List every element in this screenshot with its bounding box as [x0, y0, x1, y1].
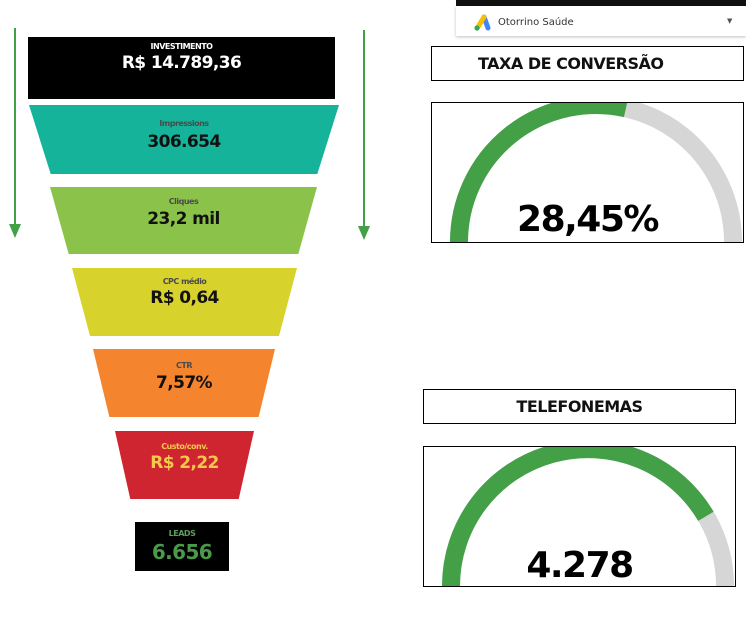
clicks-value: 23,2 mil	[147, 209, 220, 229]
conversion-rate-title: TAXA DE CONVERSÃO	[478, 54, 664, 73]
clicks-label: Cliques	[168, 197, 199, 206]
funnel-stage-clicks: Cliques 23,2 mil	[50, 187, 317, 254]
down-arrow-right-icon	[358, 30, 370, 240]
cpc-label: CPC médio	[162, 277, 207, 286]
conversion-rate-value: 28,45%	[517, 199, 659, 240]
ctr-label: CTR	[176, 361, 193, 370]
conversion-rate-gauge-chart	[450, 103, 742, 242]
impressions-value: 306.654	[147, 132, 221, 152]
phone-calls-value: 4.278	[526, 545, 634, 586]
down-arrow-left-icon	[9, 28, 21, 238]
cpc-value: R$ 0,64	[150, 288, 219, 308]
cost-per-conversion-label: Custo/conv.	[161, 442, 208, 451]
phone-calls-gauge-fill	[442, 447, 714, 586]
conversion-rate-title-box: TAXA DE CONVERSÃO	[431, 46, 744, 81]
funnel-stage-cost-per-conversion: Custo/conv. R$ 2,22	[115, 431, 254, 499]
funnel-stage-leads: LEADS 6.656	[135, 522, 229, 571]
cost-per-conversion-value: R$ 2,22	[150, 453, 219, 473]
funnel-stage-ctr: CTR 7,57%	[93, 349, 275, 417]
conversion-rate-gauge: 28,45%	[431, 102, 744, 243]
phone-calls-title: TELEFONEMAS	[516, 397, 643, 416]
account-name: Otorrino Saúde	[498, 17, 574, 28]
leads-value: 6.656	[151, 540, 213, 564]
investment-value: R$ 14.789,36	[121, 53, 242, 73]
account-selector[interactable]: Otorrino Saúde ▼	[456, 0, 746, 36]
investment-label: INVESTIMENTO	[150, 42, 213, 51]
funnel-stage-investment: INVESTIMENTO R$ 14.789,36	[28, 37, 335, 99]
phone-calls-gauge-chart	[442, 447, 734, 586]
funnel-stage-impressions: Impressions 306.654	[29, 105, 339, 174]
google-ads-icon	[474, 14, 491, 31]
phone-calls-gauge: 4.278	[423, 446, 736, 587]
caret-down-icon[interactable]: ▼	[727, 17, 733, 25]
ctr-value: 7,57%	[156, 373, 213, 393]
funnel-stage-cpc: CPC médio R$ 0,64	[72, 268, 297, 336]
leads-label: LEADS	[168, 529, 196, 538]
conversion-rate-gauge-fill	[450, 103, 628, 242]
phone-calls-title-box: TELEFONEMAS	[423, 389, 736, 424]
impressions-label: Impressions	[159, 119, 209, 128]
account-selector-top-border	[456, 0, 746, 6]
